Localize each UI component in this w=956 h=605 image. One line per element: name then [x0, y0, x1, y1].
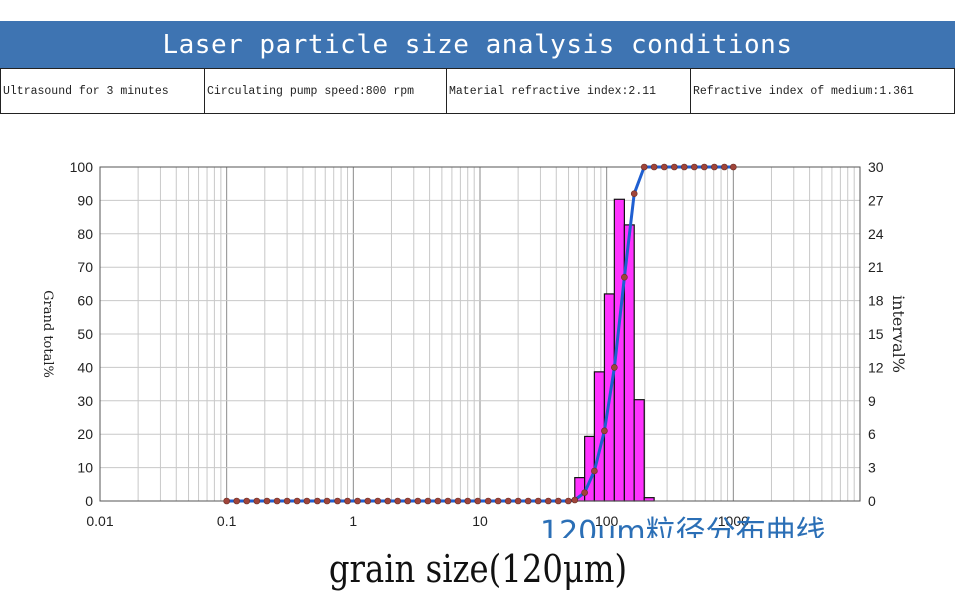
y-tick-label-right: 24	[868, 226, 884, 242]
cumulative-point	[293, 497, 301, 505]
y-axis-title-left: Grand total%	[40, 290, 55, 378]
cumulative-point	[544, 497, 552, 505]
x-tick-label: 0.1	[217, 513, 237, 529]
y-tick-label-left: 0	[85, 493, 93, 509]
cumulative-point	[394, 497, 401, 505]
y-axis-title-right: interval%	[889, 295, 908, 373]
x-tick-label: 1	[349, 513, 357, 529]
y-tick-label-right: 18	[868, 293, 884, 309]
y-tick-label-right: 30	[868, 159, 884, 175]
conditions-row: Ultrasound for 3 minutes Circulating pum…	[0, 68, 955, 114]
cumulative-point	[253, 497, 261, 505]
cumulative-point	[404, 497, 412, 505]
cumulative-point	[701, 163, 708, 171]
cumulative-point	[464, 497, 472, 505]
cumulative-point	[650, 163, 658, 171]
condition-medium-index: Refractive index of medium:1.361	[690, 69, 955, 113]
cumulative-point	[283, 497, 291, 505]
y-tick-label-right: 12	[868, 359, 884, 375]
cumulative-point	[344, 497, 351, 505]
particle-size-chart: 0102030405060708090100036912151821242730…	[40, 159, 908, 529]
cumulative-point	[554, 497, 562, 505]
cumulative-point	[601, 427, 608, 435]
cumulative-point	[354, 497, 361, 505]
overlay-caption: 120μm粒径分布曲线	[540, 515, 826, 538]
cumulative-point	[414, 497, 422, 505]
cumulative-point	[621, 273, 628, 281]
cumulative-point	[730, 163, 737, 171]
cumulative-point	[611, 364, 618, 371]
cumulative-point	[514, 497, 522, 505]
cumulative-point	[384, 497, 392, 505]
y-tick-label-left: 100	[70, 159, 94, 175]
y-tick-label-left: 10	[77, 460, 93, 476]
histogram-bar	[643, 497, 655, 502]
cumulative-point	[424, 497, 432, 505]
cumulative-point	[504, 497, 512, 505]
cumulative-point	[691, 163, 698, 171]
x-axis-title: grain size(120μm)	[328, 547, 628, 591]
y-tick-label-right: 0	[868, 493, 876, 509]
cumulative-point	[640, 163, 648, 171]
y-tick-label-left: 50	[77, 326, 93, 342]
cumulative-point	[680, 163, 688, 171]
x-tick-label: 10	[472, 513, 488, 529]
cumulative-point	[524, 497, 532, 505]
cumulative-point	[374, 497, 382, 505]
y-tick-label-left: 70	[77, 259, 93, 275]
cumulative-point	[534, 497, 542, 505]
x-tick-label: 1000	[718, 513, 749, 529]
y-tick-label-right: 27	[868, 192, 884, 208]
y-tick-label-left: 60	[77, 293, 93, 309]
page-title: Laser particle size analysis conditions	[162, 29, 793, 60]
cumulative-point	[243, 497, 251, 505]
cumulative-point	[630, 190, 638, 198]
cumulative-point	[434, 497, 442, 505]
cumulative-point	[233, 497, 240, 505]
y-tick-label-right: 21	[868, 259, 884, 275]
y-tick-label-right: 15	[868, 326, 884, 342]
header-banner: Laser particle size analysis conditions	[0, 21, 955, 68]
cumulative-point	[565, 497, 572, 505]
cumulative-point	[334, 497, 341, 505]
cumulative-point	[581, 489, 588, 496]
cumulative-point	[303, 497, 311, 505]
cumulative-point	[314, 497, 321, 505]
y-tick-label-right: 6	[868, 426, 876, 442]
y-tick-label-left: 40	[77, 359, 93, 375]
y-tick-label-left: 80	[77, 226, 93, 242]
cumulative-point	[711, 163, 718, 171]
cumulative-point	[474, 497, 482, 505]
cumulative-point	[263, 497, 271, 505]
histogram-bar	[633, 399, 645, 502]
cumulative-point	[494, 497, 502, 505]
cumulative-curve	[226, 165, 734, 503]
cumulative-point	[571, 496, 579, 504]
y-tick-label-right: 3	[868, 460, 876, 476]
x-tick-label: 0.01	[86, 513, 113, 529]
cumulative-point	[273, 497, 281, 505]
cumulative-point	[591, 467, 598, 475]
cumulative-point	[721, 163, 728, 171]
cumulative-point	[364, 497, 372, 505]
y-tick-label-left: 90	[77, 192, 93, 208]
cumulative-point	[444, 497, 452, 505]
cumulative-point	[660, 163, 668, 171]
cumulative-point	[671, 163, 678, 171]
y-tick-label-left: 30	[77, 393, 93, 409]
cumulative-point	[454, 497, 462, 505]
condition-material-index: Material refractive index:2.11	[446, 69, 690, 113]
cumulative-point	[323, 497, 331, 505]
condition-ultrasound: Ultrasound for 3 minutes	[0, 69, 204, 113]
condition-pump-speed: Circulating pump speed:800 rpm	[204, 69, 446, 113]
cumulative-point	[484, 497, 492, 505]
cumulative-point	[223, 497, 230, 505]
x-tick-label: 100	[595, 513, 619, 529]
y-tick-label-right: 9	[868, 393, 876, 409]
y-tick-label-left: 20	[77, 426, 93, 442]
